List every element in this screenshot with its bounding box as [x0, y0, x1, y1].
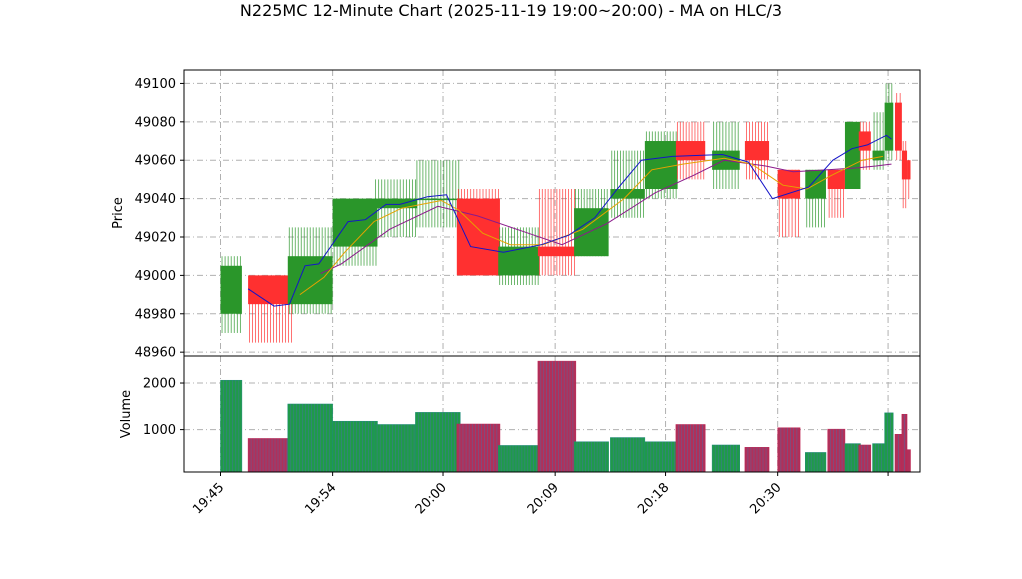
price-tick-label: 49080: [135, 115, 176, 130]
chart-title: N225MC 12-Minute Chart (2025-11-19 19:00…: [240, 1, 782, 20]
ma-slow-line: [320, 159, 892, 274]
candle-body: [894, 102, 902, 151]
volume-bars: [220, 360, 911, 473]
volume-panel: 1000 2000 Volume: [119, 355, 921, 473]
price-tick-label: 49020: [135, 230, 176, 245]
candle-body: [287, 256, 333, 305]
x-tick-label: 19:54: [302, 480, 339, 517]
volume-axis-label: Volume: [119, 390, 134, 438]
price-tick-label: 48960: [135, 346, 176, 361]
moving-average-lines: [247, 134, 892, 307]
volume-tick-label: 1000: [143, 423, 176, 438]
price-axis-label: Price: [111, 197, 126, 229]
price-tick-label: 49040: [135, 192, 176, 207]
volume-bar: [415, 412, 461, 473]
candle-body: [498, 246, 540, 276]
volume-y-ticks: 1000 2000: [143, 377, 184, 438]
candle-body: [844, 121, 861, 190]
volume-bar: [711, 444, 740, 473]
price-tick-label: 49000: [135, 269, 176, 284]
price-tick-label: 49060: [135, 154, 176, 169]
x-tick-label: 20:18: [635, 480, 672, 517]
ma-mid-line: [299, 155, 883, 296]
candle-body: [675, 141, 706, 161]
candle-body: [744, 141, 770, 161]
candle-body: [901, 150, 908, 180]
price-y-ticks: 48960 48980 49000 49020 49040 49060 49080 49100: [135, 77, 184, 361]
candle-body: [374, 198, 418, 209]
price-tick-label: 49100: [135, 77, 176, 92]
price-panel: 48960 48980 49000 49020 49040 49060 49080 49100…: [111, 69, 921, 361]
candle-body: [415, 198, 461, 201]
x-tick-label: 20:09: [525, 480, 562, 517]
volume-tick-label: 2000: [143, 377, 176, 392]
x-axis-ticks: 19:45 19:54 20:00 20:09 20:18 20:30: [190, 472, 889, 517]
candle-body: [248, 275, 293, 305]
price-tick-label: 48980: [135, 307, 176, 322]
ma-fast-line: [247, 134, 892, 307]
candle-body: [220, 265, 242, 314]
volume-bar: [332, 420, 378, 473]
candle-body: [456, 198, 500, 276]
candle-body: [574, 208, 609, 257]
candle-body: [907, 160, 911, 180]
candle-body: [610, 189, 645, 199]
x-tick-label: 20:30: [747, 480, 784, 517]
candle-body: [332, 198, 378, 247]
candle-body: [872, 150, 885, 161]
candle-body: [644, 141, 678, 190]
x-tick-label: 20:00: [413, 480, 450, 517]
volume-bar: [906, 449, 911, 473]
volume-bar: [247, 438, 294, 473]
candle-body: [858, 131, 871, 151]
x-tick-label: 19:45: [190, 480, 227, 517]
candle-body: [537, 246, 576, 257]
volume-bar: [844, 443, 861, 473]
volume-bar: [884, 412, 894, 473]
price-candles: [220, 83, 911, 343]
candle-body: [884, 102, 894, 151]
volume-axes-frame: [183, 355, 921, 473]
volume-bar: [644, 441, 678, 473]
volume-bar: [287, 403, 333, 473]
